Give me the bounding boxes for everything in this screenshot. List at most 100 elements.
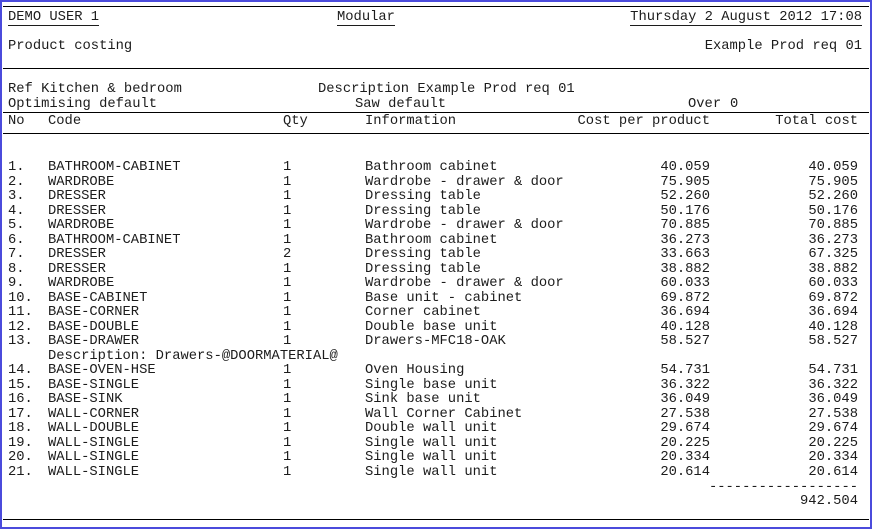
table-row: 2. WARDROBE 1 Wardrobe - drawer & door 75.90… bbox=[2, 175, 870, 190]
cell-code: BASE-OVEN-HSE bbox=[48, 363, 156, 378]
cell-cost-per-product: 75.905 bbox=[660, 174, 710, 190]
cell-code: DRESSER bbox=[48, 189, 106, 204]
cell-code: WALL-SINGLE bbox=[48, 450, 140, 465]
cell-information: Wardrobe - drawer & door bbox=[365, 174, 564, 190]
table-row: 15. BASE-SINGLE 1 Single base unit 36.322 36.… bbox=[2, 378, 870, 393]
header-divider bbox=[3, 68, 869, 69]
column-header-no: No bbox=[8, 114, 25, 129]
table-row: 20. WALL-SINGLE 1 Single wall unit 20.334 20.… bbox=[2, 450, 870, 465]
cell-no: 2. bbox=[8, 174, 25, 190]
cell-code: WALL-CORNER bbox=[48, 406, 140, 422]
cell-no: 21. bbox=[8, 464, 33, 480]
title-line: Product costing Example Prod req 01 bbox=[2, 39, 870, 54]
cell-cost-per-product: 40.059 bbox=[660, 160, 710, 175]
report-ref: Example Prod req 01 bbox=[704, 39, 862, 54]
cell-cost-per-product: 20.334 bbox=[660, 450, 710, 465]
cell-qty: 2 bbox=[283, 247, 292, 262]
cell-cost-per-product: 29.674 bbox=[660, 421, 710, 436]
column-header-row: No Code Qty Information Cost per product… bbox=[2, 114, 870, 129]
cell-information: Drawers-MFC18-OAK bbox=[365, 334, 506, 349]
table-row: 8. DRESSER 1 Dressing table 38.882 38.882 bbox=[2, 262, 870, 277]
cell-qty: 1 bbox=[283, 261, 292, 277]
total-separator-line: ------------------ bbox=[2, 480, 870, 495]
cell-total-cost: 67.325 bbox=[808, 247, 858, 262]
cell-cost-per-product: 20.225 bbox=[660, 435, 710, 451]
cell-total-cost: 27.538 bbox=[808, 406, 858, 422]
module-title: Modular bbox=[337, 10, 395, 26]
cell-cost-per-product: 60.033 bbox=[660, 276, 710, 291]
cell-no: 12. bbox=[8, 319, 33, 335]
cell-code: BASE-DOUBLE bbox=[48, 319, 140, 335]
cell-total-cost: 20.334 bbox=[808, 450, 858, 465]
cell-qty: 1 bbox=[283, 392, 292, 407]
cell-information: Single base unit bbox=[365, 377, 498, 393]
cell-total-cost: 38.882 bbox=[808, 261, 858, 277]
cell-information: Corner cabinet bbox=[365, 305, 481, 320]
cell-code: BASE-SINK bbox=[48, 392, 123, 407]
cell-cost-per-product: 33.663 bbox=[660, 247, 710, 262]
table-row: 14. BASE-OVEN-HSE 1 Oven Housing 54.731 54.73… bbox=[2, 363, 870, 378]
cell-information: Dressing table bbox=[365, 189, 481, 204]
cell-cost-per-product: 40.128 bbox=[660, 319, 710, 335]
cell-information: Single wall unit bbox=[365, 464, 498, 480]
column-header-total-cost: Total cost bbox=[775, 114, 858, 129]
table-row-note: Description: Drawers-@DOORMATERIAL@ bbox=[2, 349, 870, 364]
saw-field: Saw default bbox=[355, 97, 447, 112]
cell-total-cost: 60.033 bbox=[808, 276, 858, 291]
ref-field: Ref Kitchen & bedroom bbox=[8, 82, 182, 97]
cell-no: 18. bbox=[8, 421, 33, 436]
cell-code: WALL-SINGLE bbox=[48, 435, 140, 451]
cell-no: 6. bbox=[8, 232, 25, 248]
cell-total-cost: 40.059 bbox=[808, 160, 858, 175]
cell-code: WALL-SINGLE bbox=[48, 464, 140, 480]
table-row: 1. BATHROOM-CABINET 1 Bathroom cabinet 40.05… bbox=[2, 160, 870, 175]
meta-divider bbox=[3, 112, 869, 113]
cell-total-cost: 69.872 bbox=[808, 290, 858, 306]
cell-information: Dressing table bbox=[365, 261, 481, 277]
cell-no: 9. bbox=[8, 276, 25, 291]
cell-total-cost: 52.260 bbox=[808, 189, 858, 204]
meta-line-optimising: Optimising default Saw default Over 0 bbox=[2, 97, 870, 112]
table-row: 18. WALL-DOUBLE 1 Double wall unit 29.674 29.… bbox=[2, 421, 870, 436]
cell-qty: 1 bbox=[283, 232, 292, 248]
cell-information: Sink base unit bbox=[365, 392, 481, 407]
optimising-field: Optimising default bbox=[8, 97, 158, 112]
cell-no: 19. bbox=[8, 435, 33, 451]
bottom-rule bbox=[3, 519, 869, 520]
cell-no: 13. bbox=[8, 334, 33, 349]
cell-qty: 1 bbox=[283, 421, 292, 436]
cell-total-cost: 40.128 bbox=[808, 319, 858, 335]
cell-total-cost: 20.225 bbox=[808, 435, 858, 451]
cell-cost-per-product: 20.614 bbox=[660, 464, 710, 480]
cell-total-cost: 20.614 bbox=[808, 464, 858, 480]
cell-information: Double base unit bbox=[365, 319, 498, 335]
top-rule bbox=[3, 6, 869, 7]
cell-no: 1. bbox=[8, 160, 25, 175]
cell-code: WARDROBE bbox=[48, 276, 115, 291]
cell-qty: 1 bbox=[283, 464, 292, 480]
cell-no: 4. bbox=[8, 203, 25, 219]
cell-information: Bathroom cabinet bbox=[365, 232, 498, 248]
cell-cost-per-product: 52.260 bbox=[660, 189, 710, 204]
cell-qty: 1 bbox=[283, 406, 292, 422]
cell-qty: 1 bbox=[283, 203, 292, 219]
cell-total-cost: 54.731 bbox=[808, 363, 858, 378]
cell-no: 15. bbox=[8, 377, 33, 393]
report-datetime: Thursday 2 August 2012 17:08 bbox=[630, 10, 862, 26]
table-row: 12. BASE-DOUBLE 1 Double base unit 40.128 40.… bbox=[2, 320, 870, 335]
cell-qty: 1 bbox=[283, 319, 292, 335]
cell-cost-per-product: 38.882 bbox=[660, 261, 710, 277]
cell-cost-per-product: 54.731 bbox=[660, 363, 710, 378]
table-row: 17. WALL-CORNER 1 Wall Corner Cabinet 27.538… bbox=[2, 407, 870, 422]
cell-no: 11. bbox=[8, 305, 33, 320]
cell-qty: 1 bbox=[283, 218, 292, 233]
table-row: 7. DRESSER 2 Dressing table 33.663 67.325 bbox=[2, 247, 870, 262]
cell-cost-per-product: 50.176 bbox=[660, 203, 710, 219]
cell-note: Description: Drawers-@DOORMATERIAL@ bbox=[48, 348, 338, 364]
cell-cost-per-product: 27.538 bbox=[660, 406, 710, 422]
table-row: 9. WARDROBE 1 Wardrobe - drawer & door 60.03… bbox=[2, 276, 870, 291]
report-title: Product costing bbox=[8, 39, 133, 54]
description-field: Description Example Prod req 01 bbox=[318, 82, 575, 97]
cell-code: BASE-DRAWER bbox=[48, 334, 140, 349]
column-header-information: Information bbox=[365, 114, 457, 129]
